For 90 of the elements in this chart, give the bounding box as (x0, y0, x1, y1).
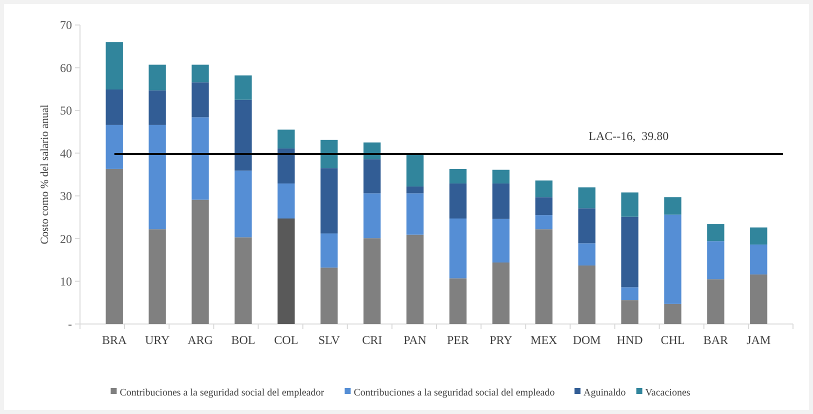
bar (664, 304, 682, 324)
legend-label: Aguinaldo (584, 388, 626, 398)
bar (148, 64, 166, 90)
bar (406, 193, 424, 235)
bar (750, 244, 768, 274)
x-tick-label: BRA (102, 333, 128, 347)
bar (449, 218, 467, 278)
x-tick-label: PRY (490, 333, 513, 347)
bar (621, 287, 638, 300)
x-tick-label: PAN (404, 333, 427, 347)
x-tick-label: JAM (746, 333, 771, 347)
y-tick-label: 30 (60, 189, 72, 204)
bar (578, 243, 596, 266)
bar (234, 170, 252, 238)
bar (535, 197, 552, 216)
bar (492, 262, 510, 324)
bar (320, 268, 338, 324)
bar (406, 186, 424, 194)
y-tick-label: 10 (60, 274, 72, 288)
x-tick-label: BAR (703, 333, 728, 347)
y-tick-label: 50 (60, 104, 72, 118)
bar (278, 148, 295, 184)
x-tick-label: DOM (572, 333, 602, 347)
bar (320, 140, 338, 168)
y-tick-label: 60 (60, 60, 72, 75)
bar (234, 75, 252, 100)
bar (363, 159, 381, 194)
bar (234, 100, 252, 171)
bar (406, 234, 424, 324)
bar (234, 237, 252, 324)
bar (106, 42, 123, 90)
bar (278, 183, 295, 218)
legend-label: Contribuciones a la seguridad social del empleador (120, 388, 325, 398)
bar (106, 168, 123, 324)
bar (192, 64, 209, 82)
legend-label: Contribuciones a la seguridad social del empleado (354, 388, 555, 398)
bar (750, 274, 768, 324)
x-tick-label: CHL (660, 333, 685, 347)
x-tick-label: COL (274, 333, 298, 347)
y-tick-label: 70 (60, 18, 72, 32)
x-tick-label: URY (144, 333, 170, 347)
x-tick-label: ARG (188, 333, 214, 347)
bar (621, 300, 638, 324)
bar (406, 154, 424, 186)
bar (664, 214, 682, 304)
x-tick-label: CRI (362, 333, 382, 347)
y-axis-title: Costo como % del salario anual (39, 104, 51, 244)
bar (320, 233, 338, 268)
bar (535, 215, 552, 230)
bar (148, 90, 166, 125)
bar (192, 117, 209, 200)
bar (363, 238, 381, 324)
legend-label: Vacaciones (645, 388, 690, 398)
bar (664, 197, 682, 215)
ref-line-label: LAC--16, 39.80 (588, 128, 669, 143)
bar (449, 183, 467, 218)
y-tick-label: 20 (60, 232, 72, 246)
bar (535, 229, 552, 324)
bar (492, 183, 510, 219)
bar (535, 180, 552, 198)
bar (449, 168, 467, 184)
x-tick-label: MEX (530, 333, 558, 347)
bar (278, 130, 295, 148)
bar (449, 278, 467, 324)
bar (621, 216, 638, 288)
bar (621, 192, 638, 217)
y-tick-label: - (68, 317, 72, 332)
x-tick-label: BOL (231, 333, 256, 347)
x-tick-label: SLV (318, 333, 340, 347)
bar (106, 90, 123, 125)
bar (750, 227, 768, 245)
bar (192, 200, 209, 324)
bar (148, 124, 166, 230)
bar (192, 82, 209, 118)
bar (320, 168, 338, 234)
bar (707, 224, 724, 242)
y-tick-label: 40 (60, 146, 72, 160)
bar (106, 124, 123, 169)
bar (492, 218, 510, 262)
bar (707, 279, 724, 324)
bar (148, 229, 166, 324)
bar (578, 208, 596, 244)
bar (578, 265, 596, 324)
x-tick-label: PER (446, 333, 469, 347)
bar (363, 193, 381, 238)
bar (707, 241, 724, 280)
bar (278, 218, 295, 324)
bar (492, 170, 510, 184)
x-tick-label: HND (616, 333, 644, 347)
bar (578, 187, 596, 208)
